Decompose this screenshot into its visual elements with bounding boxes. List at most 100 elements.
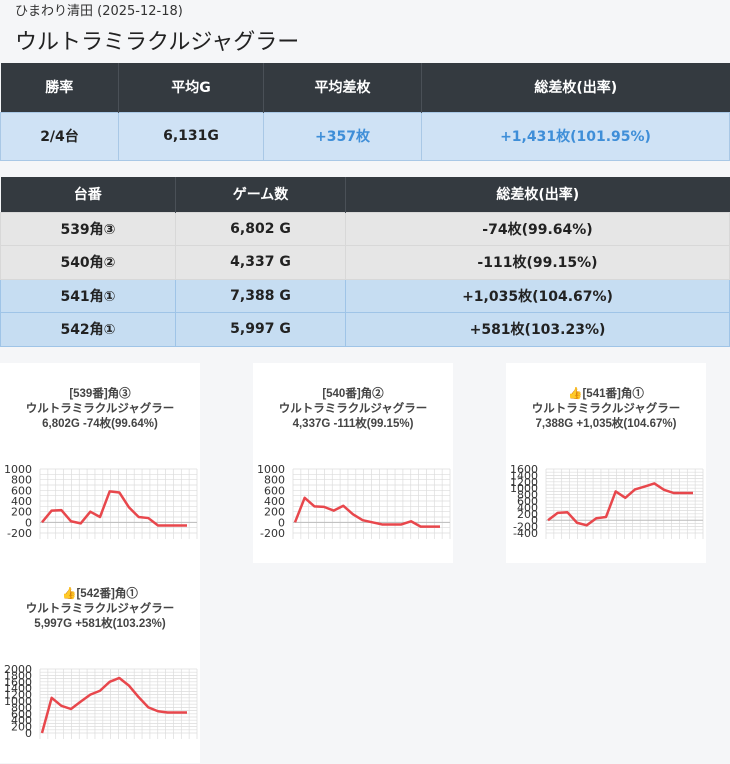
chart-title: [540番]角② ウルトラミラクルジャグラー 4,337G -111枚(99.1… bbox=[253, 387, 453, 432]
machine-diff: +581枚(103.23%) bbox=[345, 312, 730, 347]
chart-grid bbox=[39, 468, 198, 539]
y-tick-label: 800 bbox=[264, 474, 285, 487]
y-tick-label: 1600 bbox=[4, 676, 32, 689]
y-tick-label: 200 bbox=[264, 506, 285, 519]
series-line bbox=[41, 490, 187, 527]
machines-header-row: 台番 ゲーム数 総差枚(出率) bbox=[0, 177, 730, 212]
machine-number: 539角③ bbox=[0, 211, 176, 246]
y-tick-label: 1000 bbox=[510, 482, 538, 495]
y-tick-label: -400 bbox=[513, 527, 538, 540]
y-tick-label: 400 bbox=[517, 501, 538, 514]
machine-number: 542角① bbox=[0, 312, 176, 347]
chart-model-label: ウルトラミラクルジャグラー bbox=[531, 403, 681, 415]
chart-stats-label: 4,337G -111枚(99.15%) bbox=[292, 418, 414, 430]
y-tick-label: 600 bbox=[11, 484, 32, 497]
chart-stats-label: 6,802G -74枚(99.64%) bbox=[42, 418, 158, 430]
table-row[interactable]: 539角③ 6,802 G -74枚(99.64%) bbox=[0, 211, 730, 246]
y-tick-label: 600 bbox=[264, 484, 285, 497]
y-tick-label: -200 bbox=[260, 527, 285, 540]
y-tick-label: 1800 bbox=[4, 669, 32, 682]
y-tick-label: 200 bbox=[11, 721, 32, 734]
y-tick-label: 400 bbox=[11, 495, 32, 508]
machine-diff: -111枚(99.15%) bbox=[345, 245, 730, 280]
y-tick-label: 600 bbox=[11, 708, 32, 721]
y-tick-label: -200 bbox=[513, 521, 538, 534]
y-tick-label: -200 bbox=[7, 527, 32, 540]
chart-machine-label: 👍[541番]角① bbox=[568, 388, 644, 400]
y-tick-label: 1000 bbox=[257, 463, 285, 476]
summary-header-winrate: 勝率 bbox=[0, 63, 119, 112]
machine-games: 5,997 G bbox=[175, 312, 346, 347]
chart-card-540[interactable]: [540番]角② ウルトラミラクルジャグラー 4,337G -111枚(99.1… bbox=[253, 363, 453, 563]
summary-total-diff: +1,431枚(101.95%) bbox=[421, 111, 730, 161]
y-tick-label: 0 bbox=[25, 516, 32, 529]
summary-header-row: 勝率 平均G 平均差枚 総差枚(出率) bbox=[0, 63, 730, 112]
machines-header-games: ゲーム数 bbox=[175, 177, 346, 212]
y-tick-label: 200 bbox=[11, 506, 32, 519]
y-tick-label: 200 bbox=[517, 508, 538, 521]
y-tick-label: 1400 bbox=[510, 469, 538, 482]
chart-card-539[interactable]: [539番]角③ ウルトラミラクルジャグラー 6,802G -74枚(99.64… bbox=[0, 363, 200, 563]
y-tick-label: 1600 bbox=[510, 463, 538, 476]
y-tick-label: 800 bbox=[11, 474, 32, 487]
machines-header-number: 台番 bbox=[0, 177, 176, 212]
summary-header-avg-diff: 平均差枚 bbox=[263, 63, 422, 112]
series-line bbox=[293, 496, 440, 528]
machine-games: 7,388 G bbox=[175, 278, 346, 313]
machine-diff: -74枚(99.64%) bbox=[345, 211, 730, 246]
series-line bbox=[40, 676, 187, 734]
y-tick-label: 400 bbox=[264, 495, 285, 508]
chart-machine-label: 👍[542番]角① bbox=[62, 588, 138, 600]
machine-number: 541角① bbox=[0, 278, 176, 313]
chart-stats-label: 7,388G +1,035枚(104.67%) bbox=[535, 418, 677, 430]
chart-model-label: ウルトラミラクルジャグラー bbox=[278, 403, 428, 415]
chart-title: 👍[541番]角① ウルトラミラクルジャグラー 7,388G +1,035枚(1… bbox=[506, 387, 706, 432]
chart-grid bbox=[545, 468, 704, 539]
chart-model-label: ウルトラミラクルジャグラー bbox=[25, 403, 175, 415]
machine-games: 6,802 G bbox=[175, 211, 346, 246]
y-tick-label: 800 bbox=[517, 489, 538, 502]
machine-diff: +1,035枚(104.67%) bbox=[345, 278, 730, 313]
chart-machine-label: [540番]角② bbox=[322, 388, 384, 400]
y-tick-label: 600 bbox=[517, 495, 538, 508]
chart-stats-label: 5,997G +581枚(103.23%) bbox=[34, 618, 166, 630]
machine-games: 4,337 G bbox=[175, 245, 346, 280]
y-tick-label: 2000 bbox=[4, 663, 32, 676]
machines-table: 台番 ゲーム数 総差枚(出率) 539角③ 6,802 G -74枚(99.64… bbox=[0, 177, 730, 347]
chart-grid bbox=[292, 468, 451, 539]
chart-machine-label: [539番]角③ bbox=[69, 388, 131, 400]
page-title: ウルトラミラクルジャグラー bbox=[15, 30, 300, 55]
y-tick-label: 1000 bbox=[4, 463, 32, 476]
summary-table: 勝率 平均G 平均差枚 総差枚(出率) 2/4台 6,131G +357枚 +1… bbox=[0, 63, 730, 161]
series-line bbox=[547, 482, 693, 527]
chart-grid bbox=[39, 668, 198, 739]
chart-card-542[interactable]: 👍[542番]角① ウルトラミラクルジャグラー 5,997G +581枚(103… bbox=[0, 563, 200, 763]
chart-title: [539番]角③ ウルトラミラクルジャグラー 6,802G -74枚(99.64… bbox=[0, 387, 200, 432]
summary-header-avg-games: 平均G bbox=[118, 63, 264, 112]
summary-avg-diff: +357枚 bbox=[263, 111, 422, 161]
y-tick-label: 1000 bbox=[4, 695, 32, 708]
store-date: ひまわり清田 (2025-12-18) bbox=[15, 4, 183, 19]
y-tick-label: 800 bbox=[11, 701, 32, 714]
y-tick-label: 1200 bbox=[4, 689, 32, 702]
y-tick-label: 0 bbox=[278, 516, 285, 529]
chart-card-541[interactable]: 👍[541番]角① ウルトラミラクルジャグラー 7,388G +1,035枚(1… bbox=[506, 363, 706, 563]
chart-title: 👍[542番]角① ウルトラミラクルジャグラー 5,997G +581枚(103… bbox=[0, 587, 200, 632]
chart-model-label: ウルトラミラクルジャグラー bbox=[25, 603, 175, 615]
table-row[interactable]: 540角② 4,337 G -111枚(99.15%) bbox=[0, 245, 730, 280]
machines-header-total-diff: 総差枚(出率) bbox=[345, 177, 730, 212]
summary-value-row: 2/4台 6,131G +357枚 +1,431枚(101.95%) bbox=[0, 111, 730, 161]
table-row[interactable]: 542角① 5,997 G +581枚(103.23%) bbox=[0, 312, 730, 347]
y-tick-label: 0 bbox=[531, 514, 538, 527]
y-tick-label: 1200 bbox=[510, 476, 538, 489]
table-row[interactable]: 541角① 7,388 G +1,035枚(104.67%) bbox=[0, 278, 730, 313]
y-tick-label: 0 bbox=[25, 727, 32, 740]
summary-header-total-diff: 総差枚(出率) bbox=[421, 63, 730, 112]
summary-winrate: 2/4台 bbox=[0, 111, 119, 161]
machine-number: 540角② bbox=[0, 245, 176, 280]
summary-avg-games: 6,131G bbox=[118, 111, 264, 161]
